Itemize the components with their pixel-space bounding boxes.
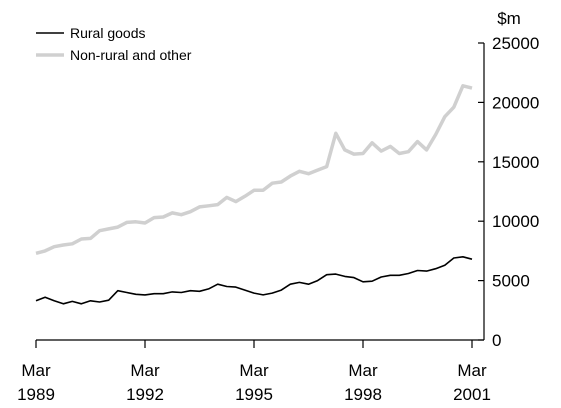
x-tick-label-month: Mar xyxy=(21,361,51,380)
y-tick-label: 0 xyxy=(492,331,501,350)
x-tick-label-month: Mar xyxy=(348,361,378,380)
y-tick-label: 20000 xyxy=(492,93,539,112)
y-tick-label: 5000 xyxy=(492,272,530,291)
x-tick-label-year: 1992 xyxy=(126,385,164,404)
y-axis-unit-label: $m xyxy=(497,9,521,28)
axes-layer: 0 5000 10000 15000 20000 25000 Mar 1989 Mar 1992 M… xyxy=(17,34,539,404)
legend-label-rural-goods: Rural goods xyxy=(70,25,146,41)
x-tick-label-year: 1989 xyxy=(17,385,55,404)
y-tick-label: 25000 xyxy=(492,34,539,53)
series-line-rural-goods xyxy=(35,255,473,305)
x-tick-label-month: Mar xyxy=(457,361,487,380)
y-tick-label: 15000 xyxy=(492,153,539,172)
legend: Rural goods Non-rural and other xyxy=(36,25,192,63)
x-tick-label-year: 1995 xyxy=(235,385,273,404)
x-tick-label-month: Mar xyxy=(130,361,160,380)
x-tick-label-year: 2001 xyxy=(453,385,491,404)
series-layer xyxy=(35,84,473,305)
series-line-non-rural-and-other xyxy=(35,84,473,255)
x-tick-label-month: Mar xyxy=(239,361,269,380)
legend-label-non-rural: Non-rural and other xyxy=(70,47,192,63)
y-tick-label: 10000 xyxy=(492,212,539,231)
x-tick-label-year: 1998 xyxy=(344,385,382,404)
